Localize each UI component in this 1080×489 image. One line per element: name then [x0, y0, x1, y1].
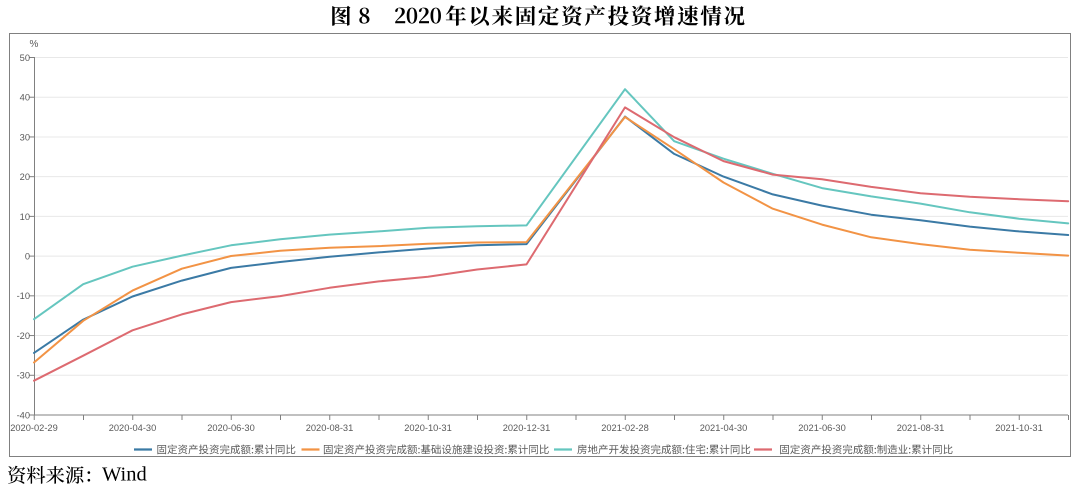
svg-text:0: 0 — [25, 252, 30, 262]
svg-text:2020-02-29: 2020-02-29 — [10, 423, 58, 433]
svg-text:20: 20 — [20, 172, 30, 182]
svg-text:2020-04-30: 2020-04-30 — [109, 423, 157, 433]
svg-text:2021-08-31: 2021-08-31 — [897, 423, 945, 433]
svg-text:2021-02-28: 2021-02-28 — [601, 423, 649, 433]
svg-text:-30: -30 — [17, 371, 30, 381]
svg-text:%: % — [30, 39, 39, 50]
svg-text:-10: -10 — [17, 291, 30, 301]
svg-text:2021-10-31: 2021-10-31 — [995, 423, 1043, 433]
svg-text:40: 40 — [20, 93, 30, 103]
svg-text:2020-10-31: 2020-10-31 — [404, 423, 452, 433]
svg-text:2021-06-30: 2021-06-30 — [798, 423, 846, 433]
svg-text:Wind: Wind — [102, 463, 147, 485]
svg-text:2021-04-30: 2021-04-30 — [700, 423, 748, 433]
svg-text:-40: -40 — [17, 410, 30, 420]
svg-text:2020-06-30: 2020-06-30 — [207, 423, 255, 433]
svg-text:30: 30 — [20, 132, 30, 142]
svg-text:-20: -20 — [17, 331, 30, 341]
svg-text:50: 50 — [20, 53, 30, 63]
svg-text:2020-08-31: 2020-08-31 — [306, 423, 354, 433]
svg-text:10: 10 — [20, 212, 30, 222]
svg-text:2020-12-31: 2020-12-31 — [503, 423, 551, 433]
